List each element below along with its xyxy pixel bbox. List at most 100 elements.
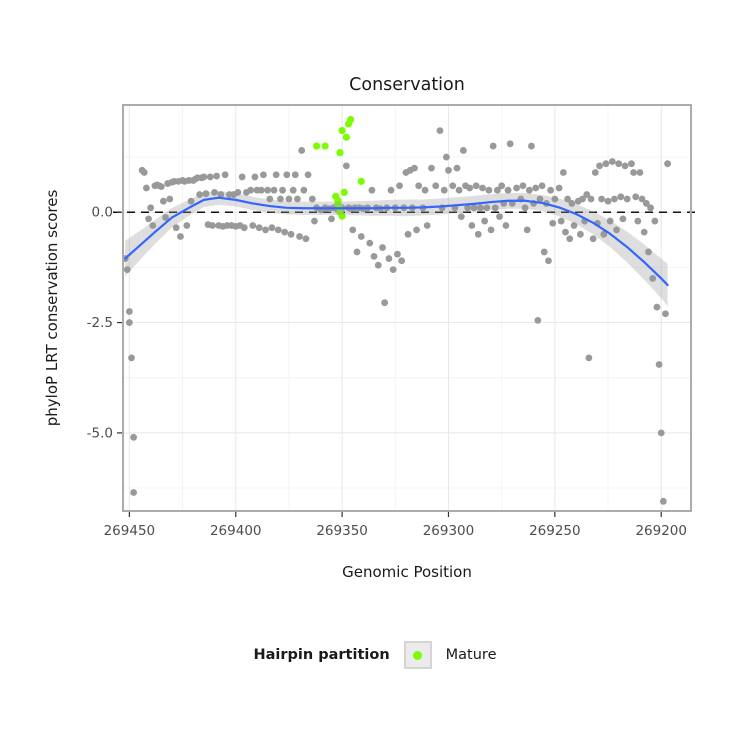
data-point-gray [279, 186, 286, 194]
data-point-gray [196, 191, 203, 198]
data-point-gray [311, 217, 318, 225]
data-point-gray [255, 224, 263, 232]
data-point-gray [453, 164, 461, 172]
data-point-gray [357, 233, 365, 240]
data-point-gray [576, 230, 584, 238]
data-point-gray [549, 219, 557, 227]
data-point-gray [123, 266, 131, 274]
data-point-gray [411, 164, 418, 172]
data-point-gray [172, 224, 180, 232]
data-point-gray [415, 182, 423, 190]
data-point-gray [555, 184, 563, 192]
x-tick-label: 269350 [316, 523, 368, 539]
data-point-gray [538, 182, 546, 190]
data-point-gray [143, 184, 150, 192]
data-point-gray [623, 195, 631, 203]
data-point-gray [608, 158, 616, 165]
data-point-gray [257, 186, 265, 194]
data-point-gray [621, 162, 629, 170]
data-point-gray [589, 235, 597, 243]
data-point-gray [128, 354, 135, 362]
x-tick-label: 269300 [423, 523, 475, 539]
data-point-gray [211, 188, 218, 196]
data-point-gray [523, 226, 531, 234]
data-point-gray [613, 226, 620, 234]
data-point-gray [634, 217, 642, 225]
data-point-gray [130, 433, 138, 441]
data-point-gray [277, 195, 284, 203]
data-point-gray [213, 172, 221, 180]
data-point-gray [421, 186, 429, 194]
data-point-gray [381, 299, 389, 307]
data-point-gray [187, 197, 195, 205]
data-point-gray [502, 222, 510, 229]
data-point-mature [338, 212, 346, 220]
data-point-gray [304, 171, 312, 179]
legend: Hairpin partition Mature [0, 638, 750, 672]
data-point-gray [579, 195, 586, 203]
data-point-gray [491, 204, 499, 212]
data-point-gray [562, 228, 569, 236]
data-point-gray [489, 142, 497, 150]
data-point-gray [619, 215, 627, 223]
data-point-gray [240, 224, 248, 232]
data-point-gray [432, 182, 440, 190]
data-point-gray [247, 186, 255, 194]
confidence-ribbon [125, 190, 668, 307]
data-point-gray [206, 173, 214, 181]
data-point-gray [289, 186, 297, 194]
data-point-gray [368, 186, 376, 194]
data-point-gray [353, 248, 361, 256]
x-tick-label: 269450 [104, 523, 156, 539]
data-point-gray [494, 186, 501, 194]
data-point-mature [347, 115, 355, 124]
data-point-gray [587, 195, 595, 203]
data-point-gray [472, 182, 480, 190]
x-tick-label: 269200 [635, 523, 687, 539]
data-point-mature [336, 149, 344, 157]
y-tick-label: -5.0 [87, 425, 113, 441]
data-point-gray [566, 235, 574, 243]
data-point-gray [628, 160, 635, 168]
data-point-gray [647, 204, 654, 212]
data-point-gray [557, 217, 565, 225]
data-point-gray [166, 195, 174, 203]
data-point-gray [604, 197, 612, 205]
data-point-gray [519, 182, 527, 190]
data-point-gray [476, 204, 484, 212]
data-point-gray [640, 228, 648, 236]
data-point-gray [221, 171, 229, 179]
data-point-gray [638, 195, 646, 203]
data-point-gray [540, 248, 548, 256]
data-point-gray [636, 169, 644, 176]
data-point-gray [234, 188, 242, 196]
data-point-gray [396, 182, 403, 190]
data-point-gray [528, 142, 535, 150]
data-point-gray [349, 226, 357, 234]
data-point-gray [268, 224, 276, 232]
data-point-gray [260, 171, 267, 179]
data-point-gray [374, 261, 382, 269]
data-point-gray [283, 171, 291, 179]
data-point-mature [312, 142, 321, 150]
data-point-gray [285, 195, 293, 203]
data-point-gray [177, 233, 184, 240]
data-point-gray [568, 200, 576, 207]
data-point-gray [404, 230, 412, 238]
data-point-mature [357, 177, 365, 185]
data-point-gray [653, 303, 661, 311]
data-point-gray [525, 186, 533, 194]
data-point-gray [534, 316, 542, 324]
data-point-gray [570, 222, 578, 229]
data-point-gray [506, 140, 514, 148]
data-point-gray [585, 354, 593, 362]
data-point-gray [479, 184, 486, 192]
data-point-gray [238, 173, 246, 181]
panel-border [122, 104, 692, 512]
data-layers [123, 115, 671, 505]
data-point-mature [340, 188, 348, 196]
data-point-gray [200, 173, 208, 181]
data-point-gray [485, 186, 493, 194]
data-point-gray [532, 184, 540, 192]
